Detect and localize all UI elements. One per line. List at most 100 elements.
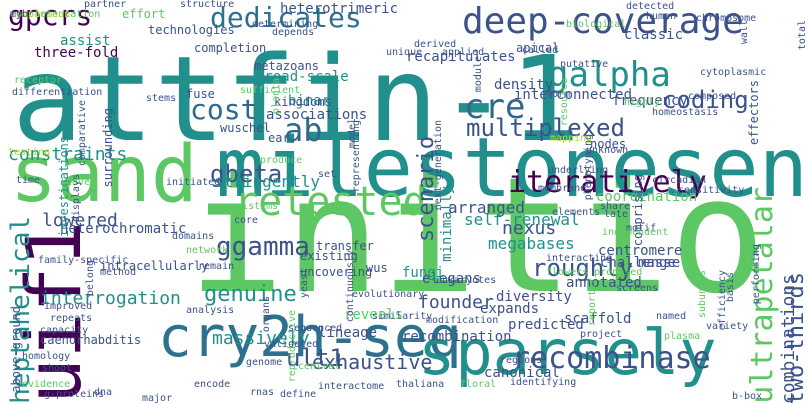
cloud-word: depends [272, 27, 315, 38]
cloud-word: thaliana [396, 379, 445, 390]
cloud-word: major [142, 393, 173, 404]
cloud-word: resource [559, 78, 570, 127]
cloud-word: performing [751, 244, 762, 305]
cloud-word: floral [460, 379, 497, 390]
cloud-word: determining [252, 19, 319, 30]
cloud-word: central [298, 361, 341, 372]
cloud-word: stringently [214, 172, 320, 191]
cloud-word: derived [414, 39, 457, 50]
cloud-word: masse [638, 255, 681, 271]
cloud-word: core [234, 215, 259, 226]
cloud-word: flowers proposed [546, 267, 643, 278]
cloud-word: comparative [77, 100, 88, 167]
cloud-word: unique [386, 47, 423, 58]
cloud-word: analysis [186, 305, 235, 316]
cloud-word: similarity [372, 311, 433, 322]
cloud-word: share [600, 201, 631, 212]
cloud-word: sparsely [418, 316, 717, 389]
cloud-word: form [546, 89, 571, 100]
cloud-word: leaves [60, 177, 97, 188]
cloud-word: basis [725, 272, 736, 303]
cloud-word: sufficient [240, 85, 301, 96]
cloud-word: effectors [747, 80, 761, 146]
cloud-word: technologies [148, 23, 235, 37]
cloud-word: circadian [652, 175, 707, 186]
cloud-word: partner [84, 0, 127, 10]
cloud-word: homology [22, 351, 71, 362]
cloud-word: apical [516, 41, 560, 55]
cloud-word: belong [85, 260, 96, 297]
cloud-word: fungi [402, 265, 445, 281]
cloud-word: initiated [166, 177, 221, 188]
cloud-word: transfer [316, 239, 374, 253]
cloud-word: gpcrs [8, 0, 93, 32]
cloud-word: g-proteins [44, 389, 105, 400]
cloud-word: regions [500, 355, 543, 366]
cloud-word: comparison [10, 9, 71, 20]
cloud-word: biological [566, 19, 627, 30]
cloud-word: stems [146, 93, 177, 104]
cloud-word: meristems [224, 201, 279, 212]
cloud-word: interconnected [514, 87, 633, 103]
cloud-word: improved [44, 301, 93, 312]
cloud-word: identifying [510, 377, 577, 388]
cloud-word: classic [624, 27, 684, 43]
cloud-word: organs [261, 296, 272, 333]
cloud-word: membrane [538, 183, 587, 194]
cloud-word: retested [234, 179, 427, 225]
cloud-word: heterochromatic [60, 221, 187, 237]
cloud-word: interrogation [40, 288, 181, 309]
cloud-word: self-renewal [464, 210, 580, 229]
cloud-word: myb [10, 9, 29, 20]
cloud-word: sand [10, 130, 198, 220]
cloud-word: rnas [250, 387, 275, 398]
cloud-word: differentiation [12, 87, 103, 98]
cloud-word: recombinase [512, 341, 711, 376]
cloud-word: detected [626, 1, 675, 12]
cloud-word: family-specific [38, 255, 129, 266]
cloud-word: diversity [496, 289, 572, 305]
cloud-word: scaffold [564, 311, 632, 327]
cloud-word: founder [418, 292, 494, 313]
cloud-word: highly [624, 97, 661, 108]
cloud-word: sensitivity [678, 185, 745, 196]
cloud-word: recapitulates [406, 49, 516, 65]
cloud-word: iteratively [508, 165, 707, 200]
cloud-word: above-ground [9, 306, 23, 393]
cloud-word: roughly [532, 254, 634, 282]
cloud-word: shoot [42, 363, 73, 374]
cloud-word: displays [71, 174, 82, 223]
cloud-word: dedicates [210, 1, 362, 34]
cloud-word: screens [616, 283, 659, 294]
cloud-word: elements [552, 207, 601, 218]
cloud-word: coding [662, 86, 749, 114]
cloud-word: massively [212, 328, 310, 349]
cloud-word: exhaustive [312, 350, 433, 374]
cloud-word: ear [268, 131, 290, 145]
cloud-word: genome [246, 357, 283, 368]
cloud-word: chromosome [696, 13, 757, 24]
cloud-word: ult1 [286, 344, 344, 372]
cloud-word: evolutionary [352, 289, 425, 300]
cloud-word: broad-scale [256, 69, 349, 85]
cloud-word: milestonesen [215, 121, 808, 216]
cloud-word: predicted [508, 317, 584, 333]
cloud-word: yeast [299, 268, 310, 299]
cloud-word: assist [60, 33, 111, 49]
cloud-word: evidence [22, 379, 71, 390]
cloud-word: model [347, 118, 358, 149]
cloud-word: project [580, 329, 623, 340]
cloud-word: reporter [587, 278, 598, 327]
cloud-word: remain [198, 261, 235, 272]
cloud-word: homeostasis [652, 107, 719, 118]
cloud-word: completion [194, 41, 267, 55]
cloud-word: constraints [8, 144, 128, 165]
cloud-word: genuine [204, 282, 297, 307]
cloud-word: cre [464, 87, 526, 127]
cloud-word: domains [172, 231, 215, 242]
cloud-word: complementation [10, 9, 101, 20]
cloud-word: subunits [697, 270, 708, 319]
cloud-word: caenorhabditis [40, 333, 142, 347]
cloud-word: mapping [550, 133, 593, 144]
cloud-word: cytoplasmic [700, 67, 767, 78]
